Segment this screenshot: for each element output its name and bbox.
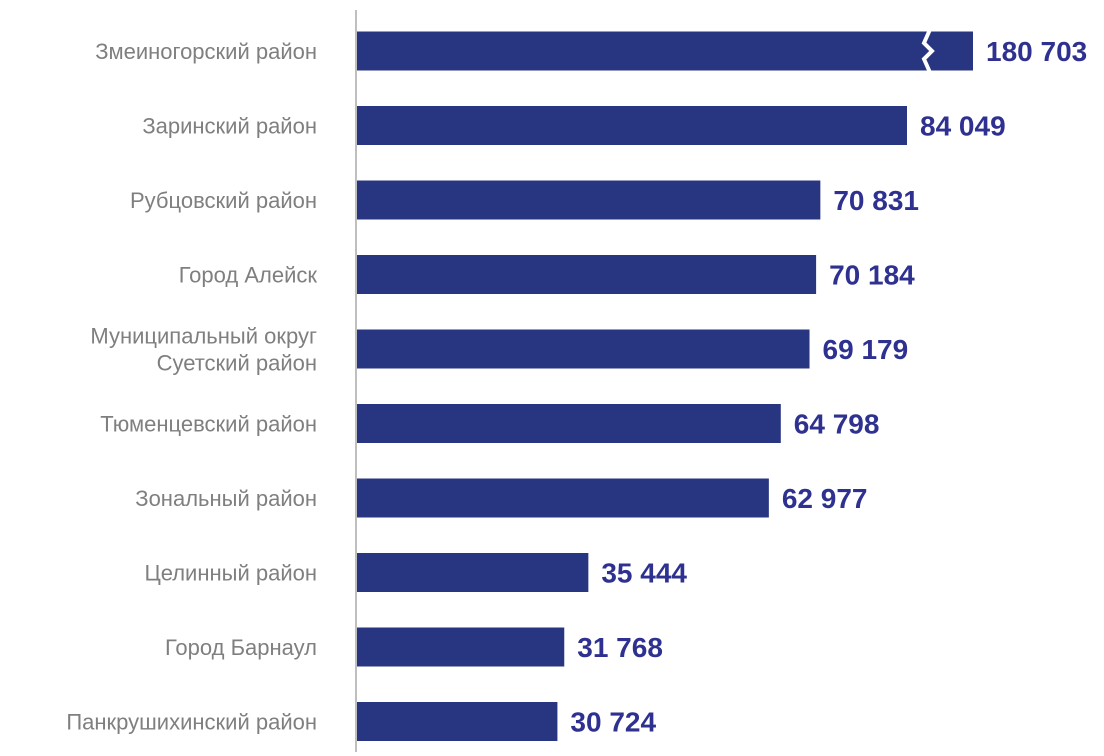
category-label: Целинный район (144, 561, 317, 586)
axis-break-mark (921, 28, 935, 74)
bar (357, 553, 589, 592)
bar (357, 106, 907, 145)
bar (357, 31, 973, 71)
bar (357, 478, 769, 518)
bar (357, 255, 817, 294)
value-label: 64 798 (794, 409, 880, 440)
value-label: 180 703 (986, 36, 1087, 67)
category-label-line: Муниципальный округ (90, 324, 317, 349)
category-label: Муниципальный округ Суетский район (90, 324, 317, 376)
category-labels: Змеиногорский район Заринский район Рубцов… (66, 39, 317, 735)
category-label-line: Панкрушихинский район (66, 710, 317, 735)
category-label-line: Целинный район (144, 561, 317, 586)
value-label: 69 179 (823, 334, 909, 365)
bar (357, 702, 558, 741)
bar (357, 180, 821, 220)
value-labels: 180 703 84 049 70 831 70 184 69 179 64 798 62 … (570, 36, 1087, 738)
category-label-line: Город Барнаул (165, 635, 317, 660)
category-label: Тюменцевский район (100, 412, 317, 437)
bar (357, 404, 781, 443)
category-label-line: Рубцовский район (130, 188, 317, 213)
category-label-line: Заринский район (142, 114, 317, 139)
value-label: 62 977 (782, 483, 868, 514)
category-label: Заринский район (142, 114, 317, 139)
category-label: Рубцовский район (130, 188, 317, 213)
value-label: 70 184 (829, 260, 915, 291)
category-label-line: Тюменцевский район (100, 412, 317, 437)
category-label-line: Змеиногорский район (95, 39, 317, 64)
category-label: Змеиногорский район (95, 39, 317, 64)
category-label: Панкрушихинский район (66, 710, 317, 735)
category-label-line: Зональный район (135, 486, 317, 511)
category-label: Город Алейск (179, 263, 318, 288)
category-label: Зональный район (135, 486, 317, 511)
category-label-line: Город Алейск (179, 263, 318, 288)
bar (357, 329, 810, 369)
value-label: 31 768 (577, 632, 663, 663)
value-label: 70 831 (833, 185, 919, 216)
category-label: Город Барнаул (165, 635, 317, 660)
category-label-line: Суетский район (157, 351, 317, 376)
bars-group (357, 28, 973, 741)
bar (357, 627, 565, 667)
value-label: 84 049 (920, 111, 1006, 142)
value-label: 35 444 (601, 558, 687, 589)
value-label: 30 724 (570, 707, 656, 738)
